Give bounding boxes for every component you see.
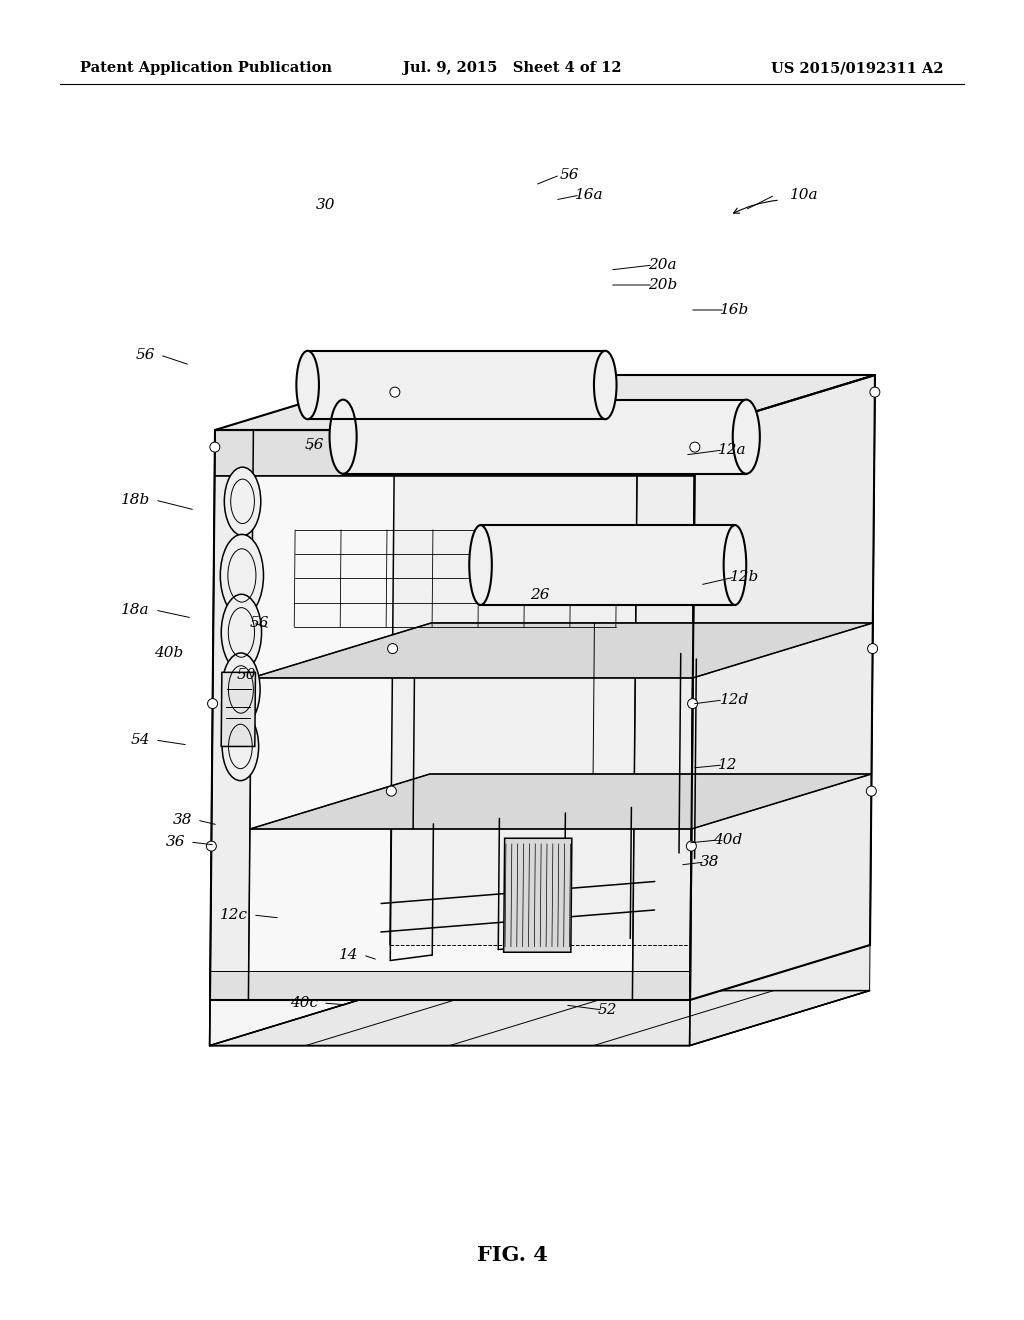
Circle shape	[869, 387, 880, 397]
Text: 38: 38	[172, 813, 193, 828]
Polygon shape	[251, 623, 872, 678]
Polygon shape	[210, 972, 690, 1001]
Circle shape	[390, 387, 399, 397]
Text: 52: 52	[598, 1003, 617, 1016]
Circle shape	[207, 841, 216, 851]
Text: 36: 36	[166, 836, 185, 849]
Ellipse shape	[330, 400, 356, 474]
Circle shape	[687, 698, 697, 709]
Circle shape	[867, 644, 878, 653]
Polygon shape	[215, 375, 874, 430]
Text: Patent Application Publication: Patent Application Publication	[80, 61, 332, 75]
Ellipse shape	[220, 535, 263, 616]
Polygon shape	[690, 375, 874, 1001]
Ellipse shape	[469, 525, 492, 605]
Text: 56: 56	[135, 348, 155, 362]
Polygon shape	[343, 400, 746, 474]
Ellipse shape	[733, 400, 760, 474]
Text: 56: 56	[305, 438, 325, 451]
Ellipse shape	[224, 467, 261, 536]
Text: 20b: 20b	[648, 279, 677, 292]
Text: Jul. 9, 2015   Sheet 4 of 12: Jul. 9, 2015 Sheet 4 of 12	[402, 61, 622, 75]
Polygon shape	[210, 430, 695, 1001]
Polygon shape	[221, 672, 255, 746]
Circle shape	[686, 841, 696, 851]
Text: 50: 50	[237, 668, 256, 682]
Text: 40d: 40d	[713, 833, 742, 847]
Polygon shape	[250, 774, 871, 829]
Ellipse shape	[594, 351, 616, 420]
Ellipse shape	[724, 525, 746, 605]
Text: 14: 14	[339, 948, 358, 962]
Text: 26: 26	[530, 587, 550, 602]
Text: 18a: 18a	[122, 603, 150, 616]
Text: 10a: 10a	[790, 187, 818, 202]
Text: 16b: 16b	[720, 304, 750, 317]
Text: 18b: 18b	[121, 492, 150, 507]
Ellipse shape	[222, 713, 259, 780]
Polygon shape	[210, 1001, 690, 1045]
Polygon shape	[480, 525, 735, 605]
Text: 40c: 40c	[290, 997, 318, 1010]
Ellipse shape	[221, 594, 261, 671]
Text: 12d: 12d	[720, 693, 750, 708]
Text: 38: 38	[700, 855, 720, 869]
Ellipse shape	[222, 653, 260, 726]
Circle shape	[690, 442, 699, 451]
Text: 30: 30	[315, 198, 335, 213]
Polygon shape	[504, 838, 571, 952]
Text: US 2015/0192311 A2: US 2015/0192311 A2	[771, 61, 944, 75]
Circle shape	[210, 442, 220, 451]
Circle shape	[388, 644, 397, 653]
Polygon shape	[210, 990, 869, 1045]
Polygon shape	[210, 430, 253, 1001]
Text: 40b: 40b	[154, 645, 183, 660]
Circle shape	[208, 698, 217, 709]
Text: 12: 12	[718, 758, 737, 772]
Text: 56: 56	[560, 168, 580, 182]
Text: 12b: 12b	[730, 570, 759, 583]
Ellipse shape	[296, 351, 318, 420]
Text: 56: 56	[250, 616, 269, 630]
Text: 12a: 12a	[718, 444, 746, 457]
Circle shape	[386, 787, 396, 796]
Text: 54: 54	[130, 733, 150, 747]
Text: 16a: 16a	[575, 187, 603, 202]
Text: 12c: 12c	[220, 908, 248, 921]
Polygon shape	[390, 375, 874, 945]
Text: 20a: 20a	[648, 257, 677, 272]
Polygon shape	[633, 430, 695, 1001]
Polygon shape	[689, 945, 870, 1045]
Polygon shape	[215, 430, 695, 475]
Polygon shape	[307, 351, 605, 420]
Text: FIG. 4: FIG. 4	[476, 1245, 548, 1265]
Circle shape	[866, 787, 877, 796]
